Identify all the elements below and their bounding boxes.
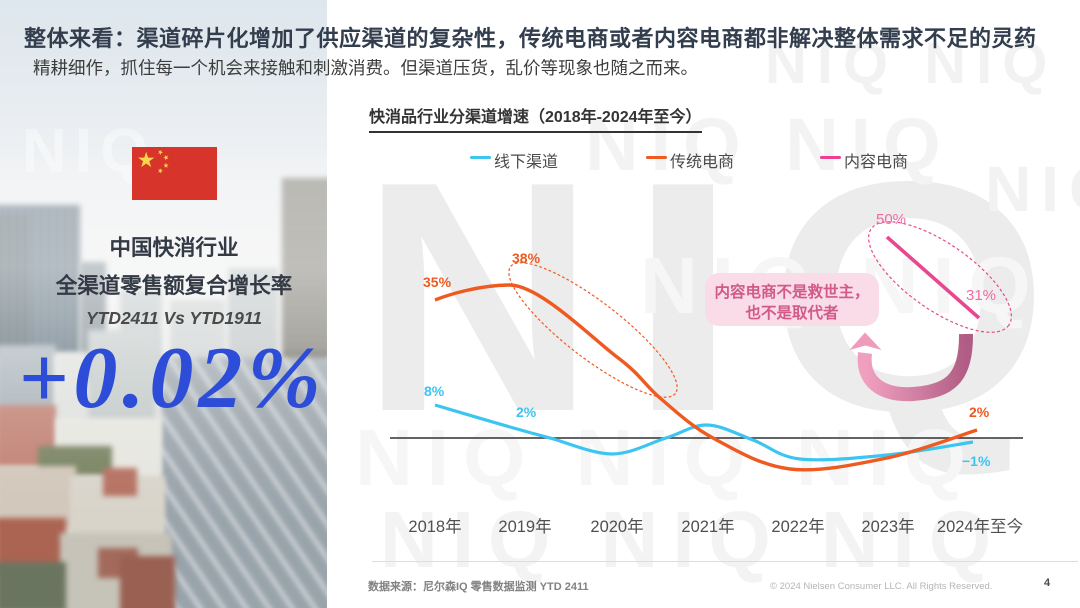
svg-text:31%: 31%	[966, 287, 996, 304]
svg-text:8%: 8%	[424, 383, 445, 399]
svg-text:2%: 2%	[516, 404, 537, 420]
svg-text:2%: 2%	[969, 404, 990, 420]
svg-text:50%: 50%	[876, 211, 906, 228]
svg-text:−1%: −1%	[962, 453, 991, 469]
svg-text:35%: 35%	[423, 274, 452, 290]
svg-text:38%: 38%	[512, 250, 541, 266]
